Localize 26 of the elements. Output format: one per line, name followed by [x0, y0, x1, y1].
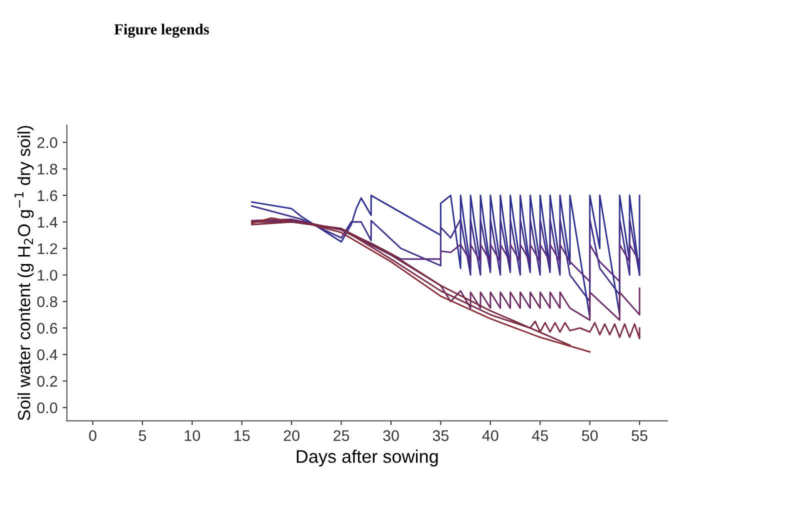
y-tick-label: 2.0 — [37, 137, 58, 148]
y-tick-label: 0.4 — [37, 349, 58, 360]
x-tick-label: 45 — [532, 430, 548, 442]
x-tick-label: 5 — [138, 430, 146, 442]
y-tick-label: 0.0 — [37, 402, 58, 414]
y-tick-label: 1.6 — [38, 190, 58, 202]
x-tick-label: 15 — [234, 430, 250, 442]
x-tick-label: 55 — [632, 430, 648, 442]
y-tick-label: 1.4 — [38, 216, 58, 228]
x-tick-label: 10 — [184, 430, 200, 442]
x-tick-label: 35 — [432, 430, 449, 442]
y-tick-label: 1.0 — [38, 270, 58, 281]
y-tick-label: 0.6 — [37, 322, 58, 334]
y-tick-label: 1.8 — [38, 164, 58, 175]
y-tick-label: 1.2 — [38, 243, 58, 254]
x-tick-label: 30 — [383, 430, 399, 442]
y-tick-label: 0.8 — [37, 296, 58, 308]
x-tick-label: 25 — [334, 430, 350, 442]
text: Figure legends — [114, 24, 209, 38]
y-axis-title: Soil water content (g H$_{2}$O g$^{−1}$ dry soil) — [14, 126, 34, 420]
x-axis-title: Days after sowing — [296, 450, 438, 466]
x-tick-label: 20 — [284, 430, 300, 442]
x-tick-label: 0 — [89, 430, 96, 442]
x-tick-label: 40 — [482, 430, 498, 442]
y-tick-label: 0.2 — [37, 376, 58, 387]
x-tick-label: 50 — [582, 430, 598, 442]
